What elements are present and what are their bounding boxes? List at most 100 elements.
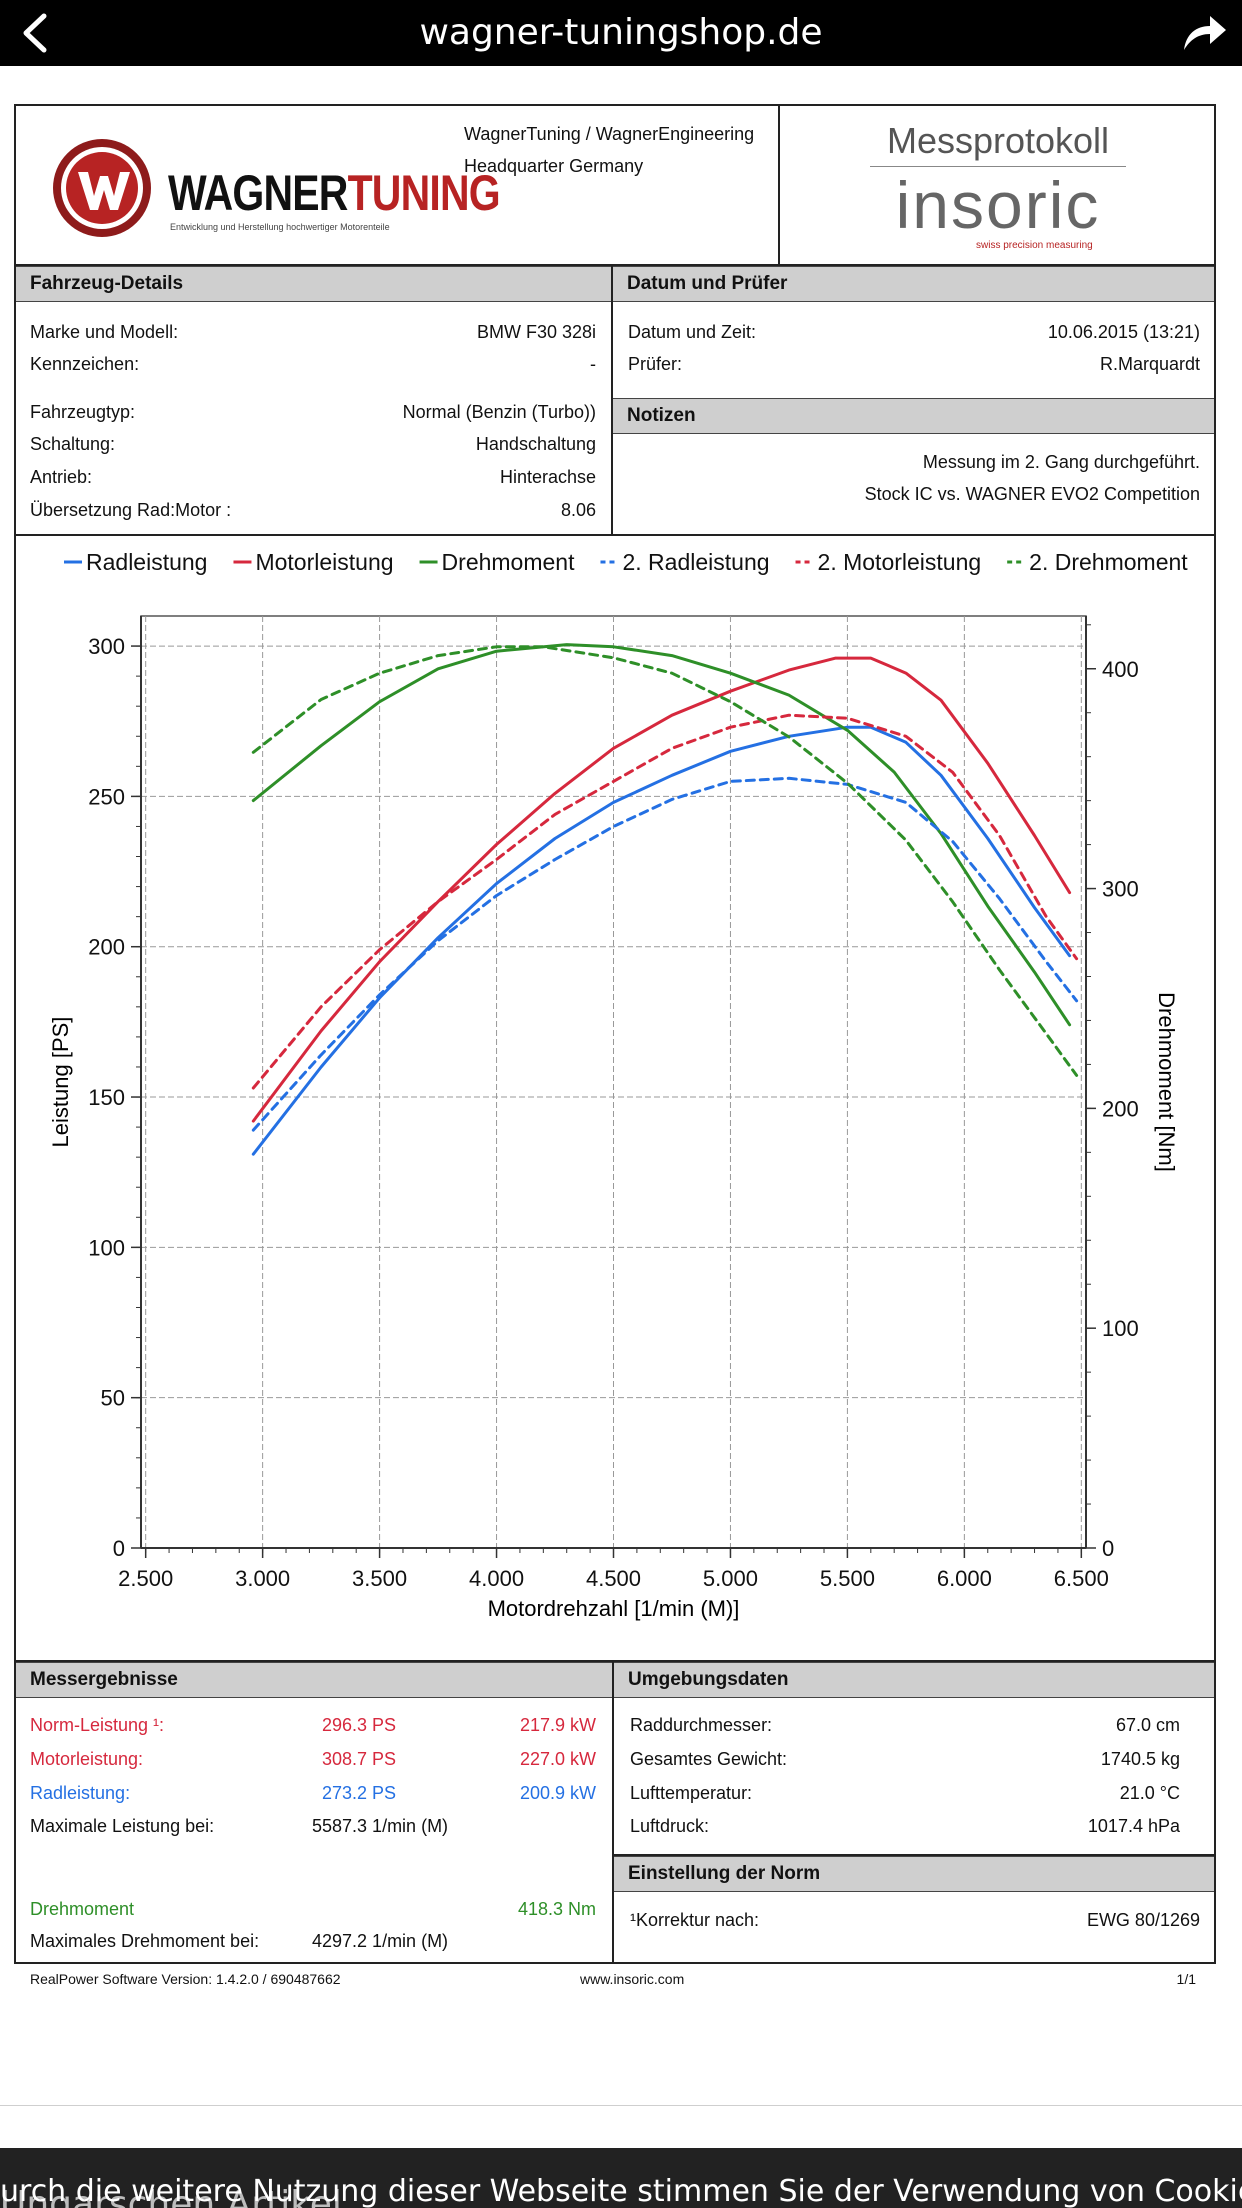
vehicle-value-gearbox: Handschaltung	[475, 434, 596, 454]
legend-label-drehmoment: Drehmoment	[442, 549, 576, 575]
x-tick-label: 6.500	[1054, 1566, 1109, 1591]
insoric-logo: insoric	[895, 168, 1101, 242]
wheel-power-ps: 273.2 PS	[322, 1783, 397, 1803]
y-tick-label: 150	[88, 1085, 125, 1110]
content-separator	[0, 2105, 1242, 2106]
chart-legend: Radleistung Motorleistung Drehmoment 2. Rad…	[64, 549, 1188, 575]
results-section	[14, 1660, 1216, 1964]
dyno-chart: Radleistung Motorleistung Drehmoment 2. Rad…	[14, 532, 1216, 1660]
wheel-diameter-label: Raddurchmesser:	[630, 1715, 773, 1735]
engine-power-ps: 308.7 PS	[322, 1749, 397, 1769]
software-version: RealPower Software Version: 1.4.2.0 / 69…	[30, 1971, 341, 1987]
norm-power-label: Norm-Leistung ¹:	[30, 1715, 165, 1735]
report-header	[14, 104, 1216, 266]
y-tick-label: 250	[88, 784, 125, 809]
vehicle-value-type: Normal (Benzin (Turbo))	[402, 402, 596, 422]
y2-tick-label: 200	[1102, 1096, 1139, 1121]
vehicle-value-drive: Hinterachse	[499, 467, 596, 487]
details-divider	[611, 264, 613, 536]
results-divider	[612, 1660, 614, 1964]
max-power-rpm-value: 5587.3 1/min (M)	[312, 1816, 449, 1836]
series-line-motorleistung	[251, 656, 1072, 1123]
page-domain: wagner-tuningshop.de	[419, 12, 823, 53]
y2-tick-label: 300	[1102, 877, 1139, 902]
y-tick-label: 0	[113, 1536, 125, 1561]
chart-axes: 2.500 3.000 3.500 4.000 4.500 5.000 5.500 6.000…	[88, 616, 1139, 1591]
date-value: 10.06.2015 (13:21)	[1047, 322, 1200, 342]
total-weight-value: 1740.5 kg	[1100, 1749, 1180, 1769]
logo-tagline: Entwicklung und Herstellung hochwertiger…	[170, 222, 390, 232]
date-section-title: Datum und Prüfer	[613, 266, 1214, 302]
company-line1: WagnerTuning / WagnerEngineering	[464, 124, 755, 144]
y-tick-label: 50	[101, 1386, 125, 1411]
notes-line1: Messung im 2. Gang durchgeführt.	[922, 452, 1200, 472]
x-tick-label: 4.500	[586, 1566, 641, 1591]
insoric-website-link[interactable]: www.insoric.com	[580, 1971, 685, 1987]
x-tick-label: 2.500	[118, 1566, 173, 1591]
vehicle-section-title: Fahrzeug-Details	[16, 266, 611, 302]
logo-text-wagner: WAGNER	[168, 165, 348, 221]
air-temp-value: 21.0 °C	[1119, 1783, 1180, 1803]
dyno-chart-svg: Radleistung Motorleistung Drehmoment 2. Rad…	[48, 549, 1188, 1621]
share-icon[interactable]	[1180, 12, 1228, 54]
x-tick-label: 3.500	[352, 1566, 407, 1591]
browser-top-bar: wagner-tuningshop.de	[0, 0, 1242, 66]
norm-section-title: Einstellung der Norm	[614, 1856, 1214, 1892]
air-pressure-value: 1017.4 hPa	[1087, 1816, 1180, 1836]
chart-series	[251, 643, 1079, 1156]
wheel-diameter-value: 67.0 cm	[1115, 1715, 1180, 1735]
x-tick-label: 4.000	[469, 1566, 524, 1591]
y2-tick-label: 0	[1102, 1536, 1114, 1561]
x-tick-label: 6.000	[937, 1566, 992, 1591]
back-arrow-icon[interactable]	[14, 10, 58, 56]
x-tick-label: 5.000	[703, 1566, 758, 1591]
notes-line2: Stock IC vs. WAGNER EVO2 Competition	[864, 484, 1200, 504]
y2-tick-label: 100	[1102, 1316, 1139, 1341]
notes-section-title: Notizen	[613, 398, 1214, 434]
max-torque-rpm-label: Maximales Drehmoment bei:	[30, 1931, 260, 1951]
vehicle-label-drive: Antrieb:	[30, 467, 93, 487]
x-tick-label: 3.000	[235, 1566, 290, 1591]
logo-text-tuning: TUNING	[347, 165, 501, 221]
cookie-banner[interactable]: Ungarschen Artikel urch die weitere Nutz…	[0, 2148, 1242, 2208]
header-divider	[778, 104, 780, 266]
vehicle-value-ratio: 8.06	[560, 500, 596, 520]
norm-correction-value: EWG 80/1269	[1086, 1910, 1200, 1930]
max-power-rpm-label: Maximale Leistung bei:	[30, 1816, 215, 1836]
environment-section-title: Umgebungsdaten	[614, 1662, 1214, 1698]
norm-box-top-border	[612, 1854, 1216, 1856]
legend-label-2-motorleistung: 2. Motorleistung	[818, 549, 982, 575]
wagner-logo: WAGNERTUNING Entwicklung und Herstellung…	[38, 134, 501, 244]
legend-label-radleistung: Radleistung	[86, 549, 207, 575]
torque-value: 418.3 Nm	[517, 1899, 596, 1919]
cookie-notice-text: urch die weitere Nutzung dieser Webseite…	[0, 2174, 1242, 2208]
date-label: Datum und Zeit:	[628, 322, 757, 342]
article-heading-behind: Ungarschen Artikel	[0, 2184, 342, 2208]
y-axis-label: Leistung [PS]	[48, 1017, 73, 1148]
inspector-value: R.Marquardt	[1099, 354, 1200, 374]
vehicle-label-ratio: Übersetzung Rad:Motor :	[30, 500, 232, 520]
vehicle-value-plate: -	[590, 354, 596, 374]
vehicle-label-gearbox: Schaltung:	[30, 434, 116, 454]
chart-grid	[141, 616, 1086, 1549]
vehicle-label-type: Fahrzeugtyp:	[30, 402, 136, 422]
series-line-drehmoment	[251, 643, 1072, 1027]
norm-correction-label: ¹Korrektur nach:	[630, 1910, 760, 1930]
x-tick-label: 5.500	[820, 1566, 875, 1591]
total-weight-label: Gesamtes Gewicht:	[630, 1749, 788, 1769]
series-line-2-drehmoment	[251, 645, 1079, 1077]
legend-label-2-radleistung: 2. Radleistung	[622, 549, 769, 575]
company-line2: Headquarter Germany	[464, 156, 644, 176]
y-tick-label: 200	[88, 935, 125, 960]
air-pressure-label: Luftdruck:	[630, 1816, 710, 1836]
y2-axis-label: Drehmoment [Nm]	[1154, 992, 1179, 1172]
air-temp-label: Lufttemperatur:	[630, 1783, 753, 1803]
torque-label: Drehmoment	[30, 1899, 135, 1919]
results-section-title: Messergebnisse	[16, 1662, 612, 1698]
norm-power-ps: 296.3 PS	[322, 1715, 397, 1735]
y2-tick-label: 400	[1102, 657, 1139, 682]
wheel-power-kw: 200.9 kW	[519, 1783, 596, 1803]
legend-label-motorleistung: Motorleistung	[255, 549, 393, 575]
wagner-emblem-icon	[53, 139, 151, 237]
x-axis-label: Motordrehzahl [1/min (M)]	[488, 1596, 740, 1621]
